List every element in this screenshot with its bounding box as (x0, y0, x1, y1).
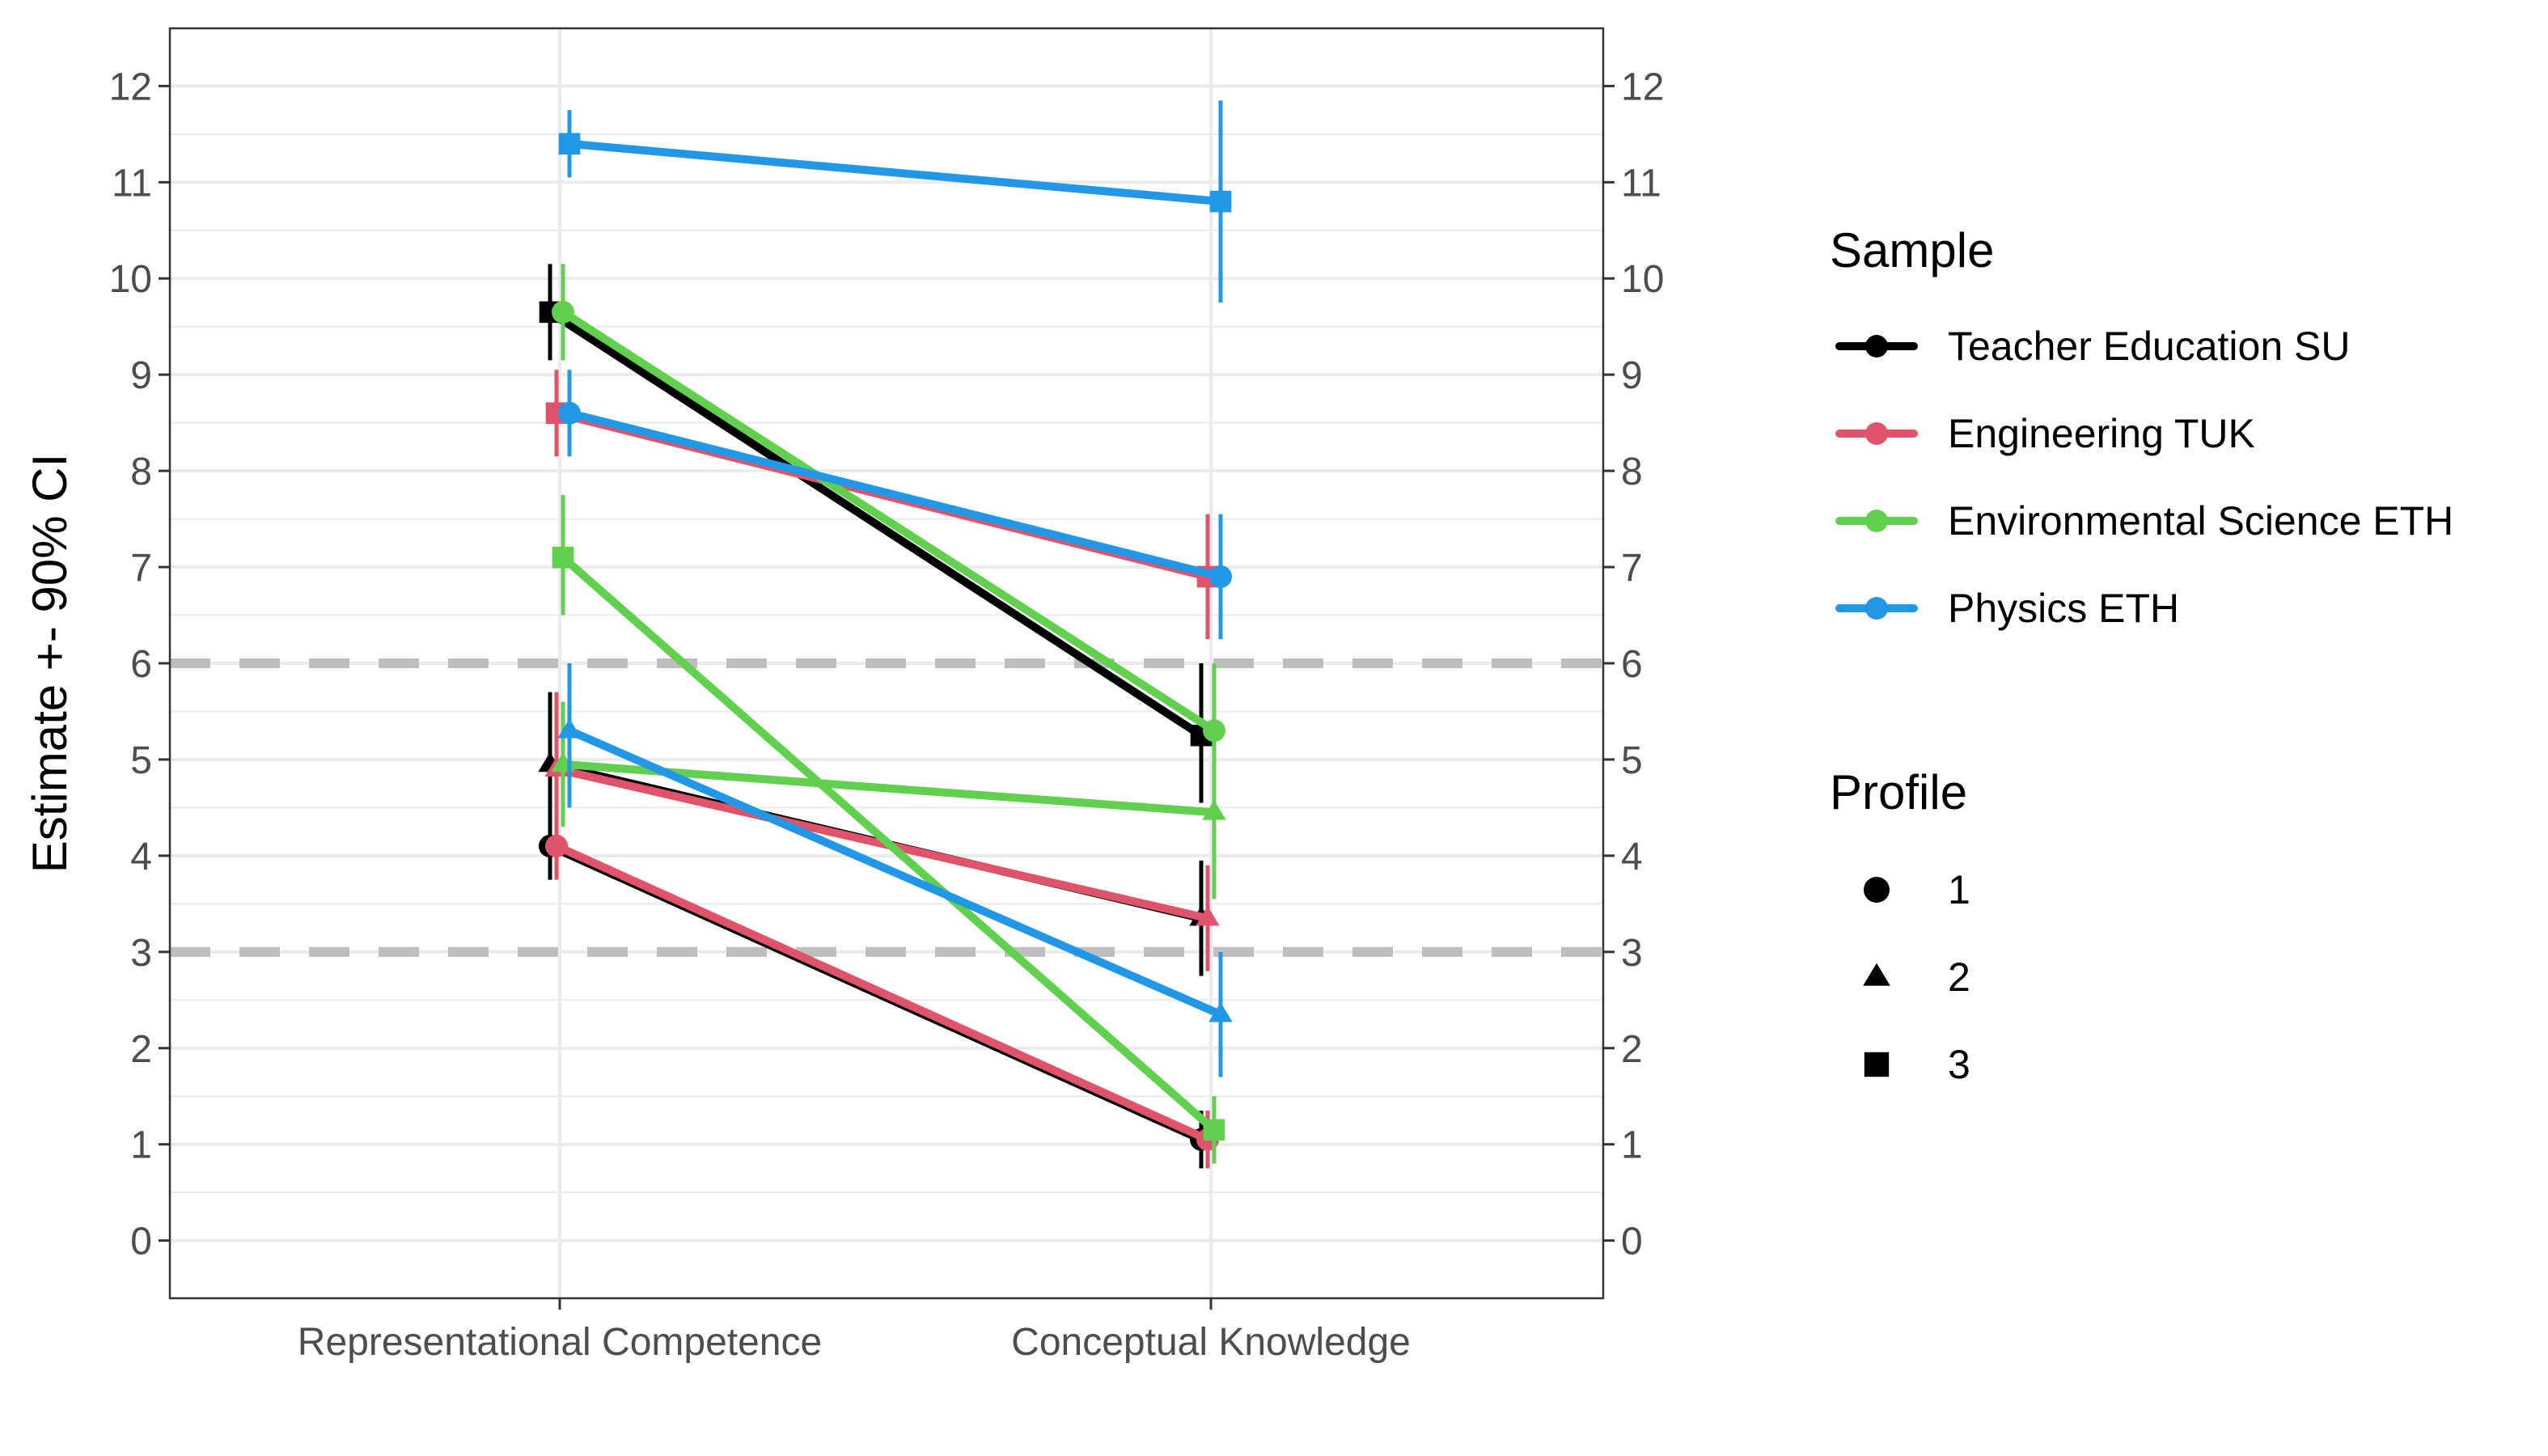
series-group (538, 100, 1233, 1169)
series (558, 370, 1232, 640)
series (539, 264, 1213, 803)
y-tick-label-right: 11 (1621, 162, 1661, 205)
series-line (546, 307, 1205, 740)
legend-key-marker (1864, 1052, 1890, 1077)
y-tick-label-left: 0 (130, 1221, 152, 1263)
data-point (557, 718, 582, 739)
series (544, 692, 1220, 971)
y-tick-label-left: 2 (130, 1028, 152, 1071)
data-point (1209, 190, 1232, 213)
y-tick-label-left: 7 (130, 547, 152, 590)
legend-label-sample: Teacher Education SU (1948, 324, 2351, 369)
legend-key-marker (1865, 597, 1888, 620)
legend-key-marker (1863, 963, 1890, 986)
y-tick-label-left: 6 (130, 643, 152, 686)
legend-key-marker (1865, 422, 1888, 445)
legend-title-profile: Profile (1830, 765, 1967, 819)
series (558, 100, 1232, 303)
series (552, 494, 1225, 1164)
x-tick-label: Representational Competence (298, 1321, 822, 1364)
y-tick-label-left: 11 (112, 162, 152, 205)
legend-item-profile: 2 (1863, 954, 1970, 1000)
x-tick-label: Conceptual Knowledge (1011, 1321, 1411, 1364)
legend-label-sample: Environmental Science ETH (1948, 498, 2453, 544)
series-line (559, 553, 1218, 1134)
data-point (1209, 565, 1232, 588)
y-tick-label-right: 2 (1621, 1028, 1643, 1071)
data-point (552, 546, 574, 569)
y-tick-label-left: 8 (130, 451, 152, 493)
y-tick-label-left: 12 (109, 66, 152, 108)
data-point (558, 133, 581, 155)
legend-key-marker (1864, 877, 1890, 903)
legend-label-profile: 3 (1948, 1042, 1970, 1087)
y-tick-label-right: 10 (1621, 258, 1664, 301)
y-tick-label-right: 4 (1621, 836, 1643, 878)
y-tick-label-left: 5 (130, 739, 152, 782)
y-axis-title: Estimate +- 90% CI (23, 454, 77, 874)
legend-label-sample: Engineering TUK (1948, 411, 2255, 456)
series-line (559, 307, 1218, 735)
y-tick-label-right: 8 (1621, 451, 1643, 493)
data-point (1202, 800, 1226, 820)
legend-key-marker (1865, 335, 1888, 358)
legend-label-profile: 2 (1948, 954, 1970, 1000)
legend-item-sample: Environmental Science ETH (1835, 498, 2453, 544)
legend-item-sample: Physics ETH (1835, 586, 2179, 631)
legend-label-profile: 1 (1948, 867, 1970, 912)
legend-key-marker (1865, 510, 1888, 532)
legend-title-sample: Sample (1830, 223, 1994, 277)
legend-item-profile: 3 (1864, 1042, 1970, 1087)
reference-lines (170, 658, 1603, 957)
legend-item-profile: 1 (1864, 867, 1970, 912)
y-tick-label-right: 1 (1621, 1124, 1643, 1167)
y-tick-label-right: 12 (1621, 66, 1664, 108)
series-line (552, 764, 1212, 923)
y-tick-label-right: 9 (1621, 354, 1643, 397)
legend-item-sample: Engineering TUK (1835, 411, 2255, 456)
data-point (552, 300, 574, 324)
y-tick-label-right: 6 (1621, 643, 1643, 686)
y-tick-label-right: 7 (1621, 547, 1643, 590)
y-tick-label-right: 0 (1621, 1221, 1643, 1263)
data-point (1196, 905, 1220, 926)
y-tick-label-left: 9 (130, 354, 152, 397)
data-point (558, 401, 581, 425)
y-tick-label-right: 3 (1621, 932, 1643, 975)
y-tick-label-left: 4 (130, 836, 152, 878)
legend: Sample Teacher Education SU Engineering TU… (1830, 223, 2453, 1087)
y-tick-label-left: 1 (130, 1124, 152, 1167)
series (545, 370, 1219, 640)
legend-item-sample: Teacher Education SU (1835, 324, 2351, 369)
y-tick-label-left: 10 (109, 258, 152, 301)
series-line (565, 139, 1225, 206)
data-point (1203, 1119, 1225, 1141)
series-line (552, 841, 1212, 1144)
y-tick-label-right: 5 (1621, 739, 1643, 782)
legend-label-sample: Physics ETH (1948, 586, 2179, 631)
series (557, 663, 1233, 1077)
y-tick-label-left: 3 (130, 932, 152, 975)
data-point (1208, 1001, 1233, 1022)
series-line (565, 408, 1225, 581)
series-line (565, 726, 1225, 1019)
